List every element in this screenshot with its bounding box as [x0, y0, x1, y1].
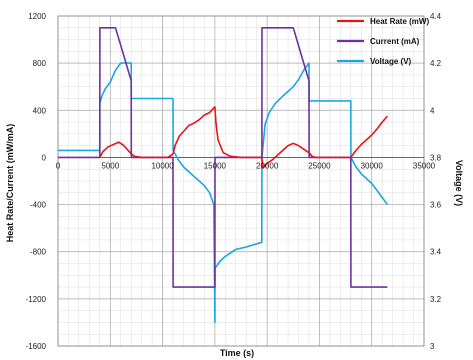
y2-tick-labels: 3 3.2 3.4 3.6 3.8 4 4.2 4.4 [430, 12, 442, 351]
y2-tick-label: 3.8 [430, 153, 442, 162]
x-tick-label: 5000 [101, 161, 119, 170]
y2-tick-label: 4.2 [430, 59, 442, 68]
x-tick-labels: 0 5000 10000 15000 20000 25000 30000 35000 [56, 161, 436, 170]
y-tick-label: -1600 [26, 342, 47, 351]
x-tick-label: 20000 [256, 161, 279, 170]
y2-tick-label: 4.4 [430, 12, 442, 21]
y2-tick-label: 3.2 [430, 295, 442, 304]
x-tick-label: 0 [56, 161, 61, 170]
y-tick-label: -800 [30, 248, 47, 257]
x-tick-label: 35000 [413, 161, 436, 170]
x-tick-label: 15000 [204, 161, 227, 170]
y-tick-label: -1200 [26, 295, 47, 304]
y2-axis-title: Voltage (V) [454, 160, 464, 206]
legend-label-current: Current (mA) [370, 37, 420, 46]
x-axis-title: Time (s) [220, 348, 254, 358]
series-layer [58, 26, 389, 324]
y2-tick-label: 3 [430, 342, 435, 351]
x-tick-label: 10000 [151, 161, 174, 170]
series-line-heat-rate [99, 106, 389, 169]
legend: Heat Rate (mW) Current (mA) Voltage (V) [337, 17, 429, 66]
series-line-current [58, 26, 388, 288]
plot-area-border [57, 15, 425, 347]
y-axis-title: Heat Rate/Current (mW/mA) [5, 124, 15, 243]
y2-tick-label: 3.6 [430, 201, 442, 210]
series-line-voltage [58, 62, 389, 324]
legend-label-heat-rate: Heat Rate (mW) [370, 17, 429, 26]
y-tick-label: 400 [33, 106, 47, 115]
x-tick-label: 30000 [361, 161, 384, 170]
legend-label-voltage: Voltage (V) [370, 57, 412, 66]
y-tick-label: 0 [42, 153, 47, 162]
y-tick-label: 1200 [28, 12, 46, 21]
y2-tick-label: 3.4 [430, 248, 442, 257]
y-tick-label: -400 [30, 201, 47, 210]
y-tick-labels: -1600 -1200 -800 -400 0 400 800 1200 [26, 12, 47, 351]
y-tick-label: 800 [33, 59, 47, 68]
x-tick-label: 25000 [308, 161, 331, 170]
y2-tick-label: 4 [430, 106, 435, 115]
